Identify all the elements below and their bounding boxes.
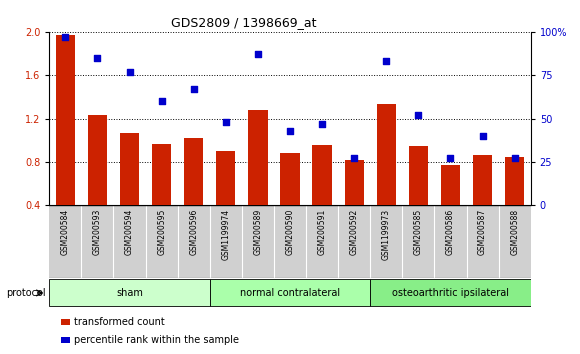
Text: GSM200585: GSM200585 (414, 209, 423, 255)
Point (414, 112, 423, 118)
Text: GSM200584: GSM200584 (61, 209, 70, 255)
Bar (505, 156, 524, 249)
Text: GSM200591: GSM200591 (318, 209, 327, 255)
Text: GDS2809 / 1398669_at: GDS2809 / 1398669_at (171, 16, 316, 29)
Text: sham: sham (116, 288, 143, 298)
Point (382, 58, 391, 64)
Bar (345, 160, 364, 249)
Text: GSM200595: GSM200595 (157, 209, 166, 255)
Bar (216, 151, 235, 249)
Point (510, 156, 519, 161)
Bar (409, 146, 428, 249)
Bar (49, 279, 210, 307)
Point (317, 121, 327, 127)
Text: GSM200593: GSM200593 (93, 209, 102, 255)
Text: transformed count: transformed count (74, 317, 164, 327)
Text: protocol: protocol (6, 288, 45, 298)
Text: GSM200592: GSM200592 (350, 209, 358, 255)
Text: GSM200586: GSM200586 (446, 209, 455, 255)
Text: normal contralateral: normal contralateral (240, 288, 340, 298)
Bar (120, 133, 139, 249)
Text: GSM200594: GSM200594 (125, 209, 134, 255)
Point (478, 133, 487, 139)
Bar (376, 104, 396, 249)
Bar (56, 35, 75, 249)
Text: GSM200587: GSM200587 (478, 209, 487, 255)
Bar (370, 279, 531, 307)
Bar (441, 165, 460, 249)
Text: GSM200590: GSM200590 (285, 209, 295, 255)
Bar (248, 110, 267, 249)
Text: percentile rank within the sample: percentile rank within the sample (74, 335, 238, 345)
Bar (473, 155, 492, 249)
Point (189, 86, 198, 92)
Point (93, 55, 102, 61)
Bar (88, 115, 107, 249)
Text: GSM1199974: GSM1199974 (222, 209, 230, 260)
Bar (313, 144, 332, 249)
Text: osteoarthritic ipsilateral: osteoarthritic ipsilateral (392, 288, 509, 298)
Point (221, 119, 230, 125)
Point (125, 69, 134, 75)
Text: GSM1199973: GSM1199973 (382, 209, 391, 260)
Point (446, 156, 455, 161)
Point (285, 128, 295, 133)
Bar (152, 143, 171, 249)
Point (61, 34, 70, 40)
Text: GSM200589: GSM200589 (253, 209, 262, 255)
Point (157, 98, 166, 104)
Bar (184, 138, 204, 249)
Text: GSM200596: GSM200596 (189, 209, 198, 255)
Bar (210, 279, 370, 307)
Bar (280, 153, 300, 249)
Point (350, 156, 359, 161)
Text: GSM200588: GSM200588 (510, 209, 519, 255)
Point (253, 52, 263, 57)
